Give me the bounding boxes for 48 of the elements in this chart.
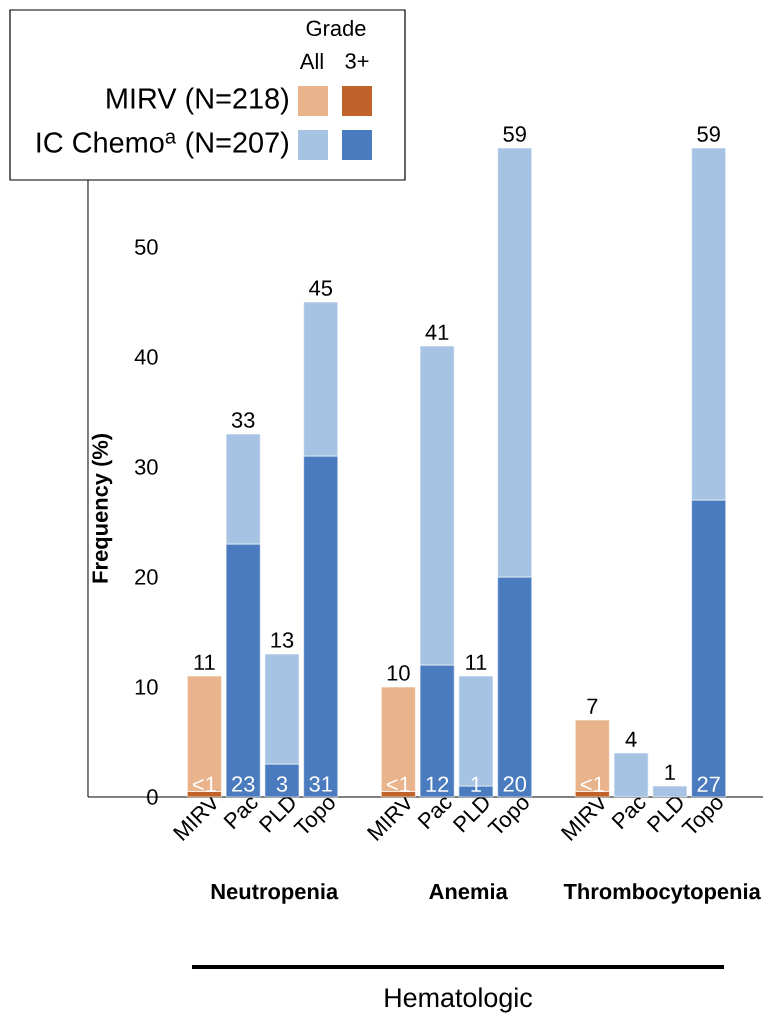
y-tick-label: 10 — [135, 679, 158, 695]
text: Neutropenia — [211, 883, 339, 904]
x-tick-label: Pac — [611, 797, 646, 830]
bar — [652, 785, 688, 798]
total-label: 13 — [271, 632, 294, 648]
total-label: 59 — [697, 126, 720, 142]
total-label: 11 — [194, 654, 215, 670]
x-tick-label: Topo — [487, 797, 529, 834]
x-tick-label: PLD — [258, 796, 295, 833]
legend-title: Grade — [306, 19, 366, 37]
total-label: 7 — [587, 698, 598, 714]
data-label: <1 — [192, 776, 216, 792]
x-tick-label: Topo — [293, 797, 335, 834]
total-label: 1 — [665, 764, 675, 780]
total-label: 4 — [625, 731, 637, 747]
text: Thrombocytopenia — [563, 883, 761, 904]
data-label: 3 — [276, 776, 288, 792]
text: Hematologic — [385, 987, 533, 1013]
data-label: <1 — [580, 776, 604, 792]
text: Anemia — [429, 883, 508, 900]
total-label: 59 — [503, 126, 526, 142]
data-label: <1 — [386, 776, 410, 792]
data-label: 27 — [697, 776, 720, 792]
total-label: 33 — [231, 412, 255, 428]
y-tick-label: 0 — [147, 789, 158, 805]
x-tick-label: Topo — [681, 797, 723, 834]
total-label: 41 — [425, 324, 449, 340]
y-tick-label: 30 — [134, 459, 158, 475]
x-tick-label: PLD — [452, 796, 489, 833]
y-axis-title: Frequency (%) — [91, 433, 113, 583]
total-label: 45 — [309, 280, 333, 296]
x-tick-label: PLD — [646, 796, 683, 833]
data-label: 31 — [309, 776, 332, 792]
data-label: 20 — [503, 776, 527, 792]
data-label: 12 — [426, 776, 449, 792]
x-tick-label: Pac — [223, 797, 258, 830]
text: All — [299, 53, 323, 69]
text: 3+ — [345, 53, 369, 69]
x-tick-label: Pac — [417, 797, 452, 830]
legend-label: IC Chemo$^{a}$ (N=207) — [37, 131, 288, 159]
total-label: 11 — [466, 654, 487, 670]
y-tick-label: 40 — [134, 349, 158, 365]
bar — [613, 752, 649, 798]
legend-label: MIRV (N=218) — [107, 87, 288, 115]
y-tick-label: 20 — [135, 569, 158, 585]
data-label: 23 — [232, 776, 255, 792]
y-tick-label: 50 — [134, 239, 158, 255]
total-label: 10 — [387, 665, 410, 681]
